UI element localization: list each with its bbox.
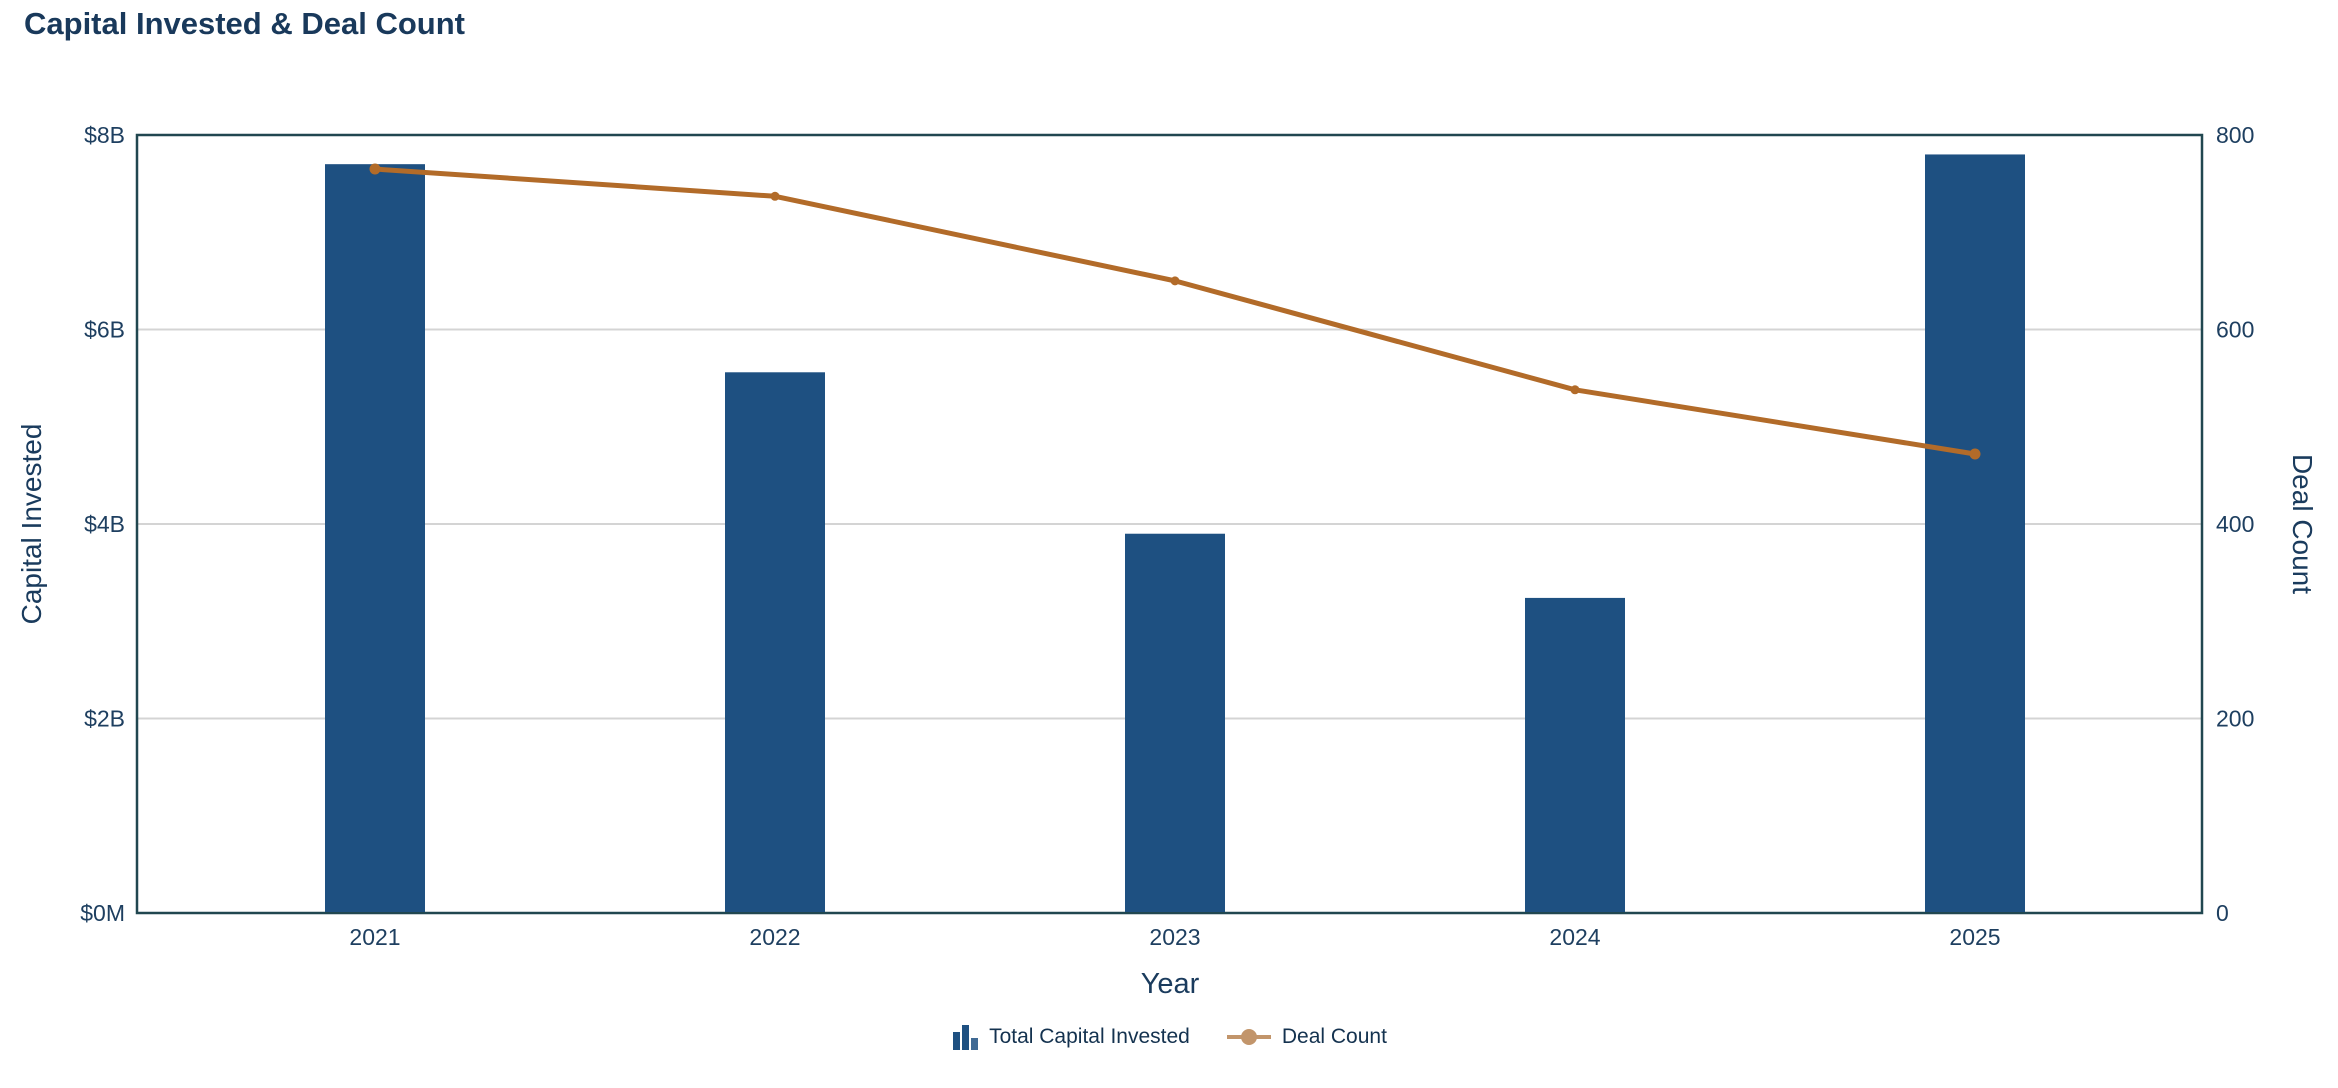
chart-title: Capital Invested & Deal Count: [24, 6, 465, 41]
right-axis-tick: 600: [2216, 317, 2254, 343]
right-axis-tick: 200: [2216, 706, 2254, 732]
legend: Total Capital Invested Deal Count: [0, 1022, 2338, 1052]
line-point-2021[interactable]: [369, 163, 381, 175]
right-axis-tick: 0: [2216, 900, 2229, 926]
line-point-2023[interactable]: [1170, 276, 1180, 286]
left-axis-title: Capital Invested: [16, 423, 47, 625]
x-axis-tick-2022: 2022: [749, 924, 800, 950]
x-axis-tick-2023: 2023: [1149, 924, 1200, 950]
left-axis-tick: $6B: [84, 317, 125, 343]
deal-count-line: [372, 166, 1978, 457]
left-axis-tick: $4B: [84, 511, 125, 537]
legend-label: Total Capital Invested: [989, 1025, 1190, 1048]
line-marker-icon: [1226, 1027, 1272, 1047]
left-axis-tick: $8B: [84, 122, 125, 148]
legend-item-deal-count[interactable]: Deal Count: [1226, 1025, 1387, 1049]
bar-2024[interactable]: [1525, 597, 1625, 912]
x-axis-title: Year: [1140, 968, 1200, 1000]
left-axis-tick: $0M: [80, 900, 125, 926]
line-point-2024[interactable]: [1570, 385, 1580, 395]
left-axis-tick: $2B: [84, 706, 125, 732]
plot-border: [135, 133, 2204, 915]
legend-label: Deal Count: [1281, 1025, 1387, 1048]
right-axis-title: Deal Count: [2287, 453, 2318, 595]
bar-chart-icon: [951, 1022, 979, 1052]
x-axis-tick-2025: 2025: [1949, 924, 2000, 950]
line-point-2022[interactable]: [770, 191, 780, 201]
right-axis-tick: 400: [2216, 511, 2254, 537]
bar-2022[interactable]: [725, 372, 825, 912]
x-axis-tick-2024: 2024: [1549, 924, 1600, 950]
bar-2025[interactable]: [1925, 154, 2025, 912]
bar-2023[interactable]: [1125, 533, 1225, 912]
x-axis-tick-2021: 2021: [349, 924, 400, 950]
legend-item-total-capital-invested[interactable]: Total Capital Invested: [951, 1022, 1190, 1052]
line-point-2025[interactable]: [1969, 448, 1981, 460]
right-axis-tick: 800: [2216, 122, 2254, 148]
bar-2021[interactable]: [325, 164, 425, 913]
